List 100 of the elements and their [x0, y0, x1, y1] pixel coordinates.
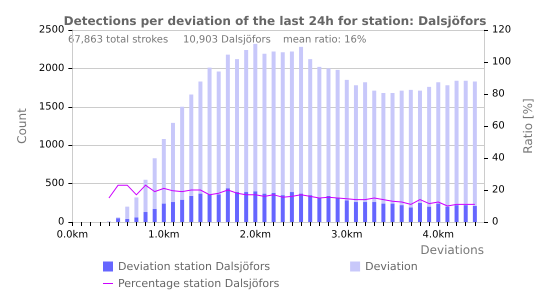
bar [170, 202, 175, 222]
y2-axis-title: Ratio [%] [521, 98, 535, 154]
bar [290, 192, 294, 222]
bar [436, 204, 440, 222]
bar [116, 218, 120, 222]
bar [216, 194, 221, 222]
bar [180, 106, 184, 200]
bar [354, 85, 358, 202]
y2-tick-label: 60 [492, 120, 505, 132]
bar [235, 59, 240, 192]
bar [299, 194, 304, 222]
bar [381, 92, 386, 204]
legend-label: Percentage station Dalsjöfors [118, 277, 280, 290]
y2-tick-label: 80 [492, 88, 505, 100]
bar [408, 207, 413, 222]
bar [418, 90, 422, 203]
bar [436, 82, 440, 204]
bar [344, 80, 349, 200]
bar [134, 197, 138, 218]
bar [454, 80, 459, 206]
y-tick-label: 500 [45, 178, 64, 190]
bar [308, 195, 312, 222]
bar [198, 194, 202, 222]
x-tick-label: 3.0km [331, 230, 363, 240]
x-tick-label: 1.0km [148, 230, 180, 240]
bar [208, 68, 212, 194]
bar [445, 206, 450, 222]
bar [372, 202, 376, 222]
bar [280, 195, 285, 222]
bar [390, 92, 395, 204]
bar [216, 71, 221, 194]
x-tick-label: 0.0km [56, 230, 88, 240]
y-axis-title: Count [15, 108, 29, 144]
bar [134, 217, 138, 222]
bar [408, 90, 413, 208]
y2-tick-label: 100 [492, 56, 512, 68]
bar [189, 94, 194, 196]
bar [336, 197, 340, 222]
bar [244, 192, 248, 222]
bar [400, 90, 404, 206]
bar [125, 218, 130, 222]
bar [262, 54, 266, 194]
bar [272, 52, 276, 193]
y-tick-label: 2500 [38, 24, 64, 36]
bar [180, 200, 184, 222]
bar [445, 85, 450, 207]
bar [272, 192, 276, 222]
bar [427, 86, 432, 207]
bar [344, 200, 349, 222]
legend-label: Deviation station Dalsjöfors [118, 260, 270, 273]
bar [308, 59, 312, 196]
bar [317, 66, 322, 198]
bar [244, 50, 248, 192]
bar [152, 158, 157, 209]
chart-title: Detections per deviation of the last 24h for station: Dalsjöfors [64, 14, 486, 28]
bar [464, 80, 468, 206]
x-tick-label: 4.0km [422, 230, 454, 240]
bar [299, 46, 304, 194]
bar [262, 194, 266, 222]
bar [208, 194, 212, 222]
bar [235, 192, 240, 222]
y-tick-label: 1000 [38, 140, 64, 151]
bar [198, 81, 202, 194]
bar [280, 52, 285, 196]
line-series [108, 184, 476, 206]
bar [144, 180, 148, 212]
bar [326, 196, 330, 222]
bar [390, 204, 395, 222]
bar [125, 206, 130, 219]
bar [418, 202, 422, 222]
bar [336, 70, 340, 198]
bar [290, 52, 294, 192]
bar [253, 191, 258, 222]
bar [400, 205, 404, 222]
y2-tick-label: 120 [492, 24, 512, 36]
bar [427, 206, 432, 222]
bar [363, 82, 368, 202]
bar [317, 197, 322, 222]
x-tick-label: 2.0km [240, 230, 272, 240]
y-tick-label: 1500 [38, 101, 64, 112]
annotation: mean ratio: 16% [283, 34, 366, 46]
y2-tick-label: 40 [492, 152, 505, 164]
bar [381, 204, 386, 222]
bar [226, 54, 230, 188]
bar [170, 122, 175, 202]
bar [472, 206, 477, 222]
bar [326, 68, 330, 196]
annotation: 10,903 Dalsjöfors [183, 34, 271, 46]
bar [454, 205, 459, 222]
bar [162, 139, 166, 204]
bar [144, 212, 148, 222]
y2-tick-label: 20 [492, 184, 505, 196]
y-tick-label: 2000 [38, 62, 64, 74]
y-tick-label: 0 [58, 216, 64, 228]
bar [226, 188, 230, 222]
bar [162, 204, 166, 222]
bar [189, 196, 194, 222]
x-axis-title: Deviations [420, 243, 484, 257]
bar [472, 81, 477, 206]
bar [464, 205, 468, 222]
